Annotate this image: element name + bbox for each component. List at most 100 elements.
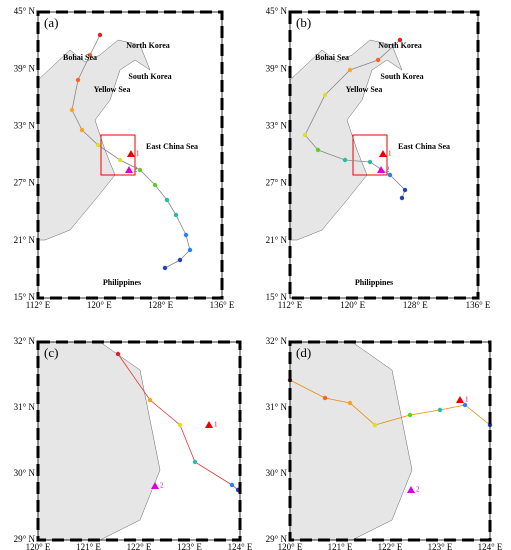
track-point [462,402,468,408]
track-point [302,132,308,138]
track-point [437,407,443,413]
x-tick-label: 128° E [148,300,173,310]
track-point [173,212,179,218]
track-point [177,422,183,428]
track-point [397,37,403,43]
x-tick-label: 123° E [177,542,202,550]
panel-label: (a) [44,15,58,30]
track-point [402,187,408,193]
track-point [97,32,103,38]
x-tick-label: 136° E [466,300,491,310]
track-point [162,265,168,271]
track-point [315,147,321,153]
map-frame-inner [37,341,241,541]
x-tick-label: 122° E [127,542,152,550]
place-label: Philippines [355,278,393,287]
y-tick-label: 33° N [14,120,36,130]
station-label: 1 [388,150,392,158]
y-tick-label: 31° N [14,402,36,412]
track-point [147,397,153,403]
map-frame-inner [289,341,491,541]
y-tick-label: 39° N [14,63,36,73]
track-point [322,395,328,401]
station-marker [377,166,385,173]
x-tick-label: 121° E [328,542,353,550]
y-tick-label: 32° N [266,336,288,346]
station-marker [127,150,135,157]
station-label: 1 [465,396,469,404]
y-tick-label: 15° N [266,292,288,302]
y-tick-label: 27° N [266,178,288,188]
track-point [387,172,393,178]
x-tick-label: 124° E [228,542,253,550]
y-tick-label: 31° N [266,402,288,412]
x-tick-label: 112° E [278,300,303,310]
track-point [229,482,235,488]
track [289,379,491,426]
x-tick-label: 123° E [428,542,453,550]
station-label: 1 [136,150,140,158]
y-tick-label: 21° N [14,235,36,245]
panel-label: (c) [44,345,58,360]
y-tick-label: 27° N [14,178,36,188]
y-tick-label: 30° N [266,468,288,478]
track-point [322,92,328,98]
place-label: South Korea [380,72,423,81]
x-tick-label: 112° E [26,300,51,310]
track-point [367,159,373,165]
y-tick-label: 45° N [266,6,288,16]
x-tick-label: 120° E [340,300,365,310]
map-frame-inner [37,11,223,299]
y-tick-label: 29° N [266,534,288,544]
x-tick-label: 136° E [210,300,235,310]
x-tick-label: 120° E [278,542,303,550]
y-tick-label: 29° N [14,534,36,544]
track-point [95,142,101,148]
track-point [137,167,143,173]
station-marker [125,166,133,173]
track-point [183,232,189,238]
station-marker [407,486,415,493]
station-label: 1 [214,421,218,429]
place-label: South Korea [128,72,171,81]
boxes [100,134,388,176]
track-point [375,57,381,63]
station-label: 2 [134,166,138,174]
track-point [75,77,81,83]
track-point [79,127,85,133]
place-label: North Korea [126,41,170,50]
place-label: North Korea [378,41,422,50]
station-marker [379,150,387,157]
track-point [399,195,405,201]
track-point [192,459,198,465]
track-point [69,107,75,113]
track-point [342,157,348,163]
place-label: Philippines [103,278,141,287]
track-point [117,157,123,163]
station-marker [151,482,159,489]
track-point [347,400,353,406]
track-point [347,67,353,73]
station-marker [205,421,213,428]
map-frame-inner [289,11,479,299]
y-tick-label: 45° N [14,6,36,16]
place-label: East China Sea [398,142,450,151]
track-point [372,422,378,428]
station-label: 2 [386,166,390,174]
station-marker [456,396,464,403]
x-tick-label: 124° E [478,542,503,550]
panel-label: (d) [296,345,311,360]
x-tick-label: 128° E [403,300,428,310]
place-label: Yellow Sea [346,85,383,94]
track-point [187,247,193,253]
station-label: 2 [160,482,164,490]
y-tick-label: 32° N [14,336,36,346]
y-tick-label: 30° N [14,468,36,478]
x-tick-label: 120° E [87,300,112,310]
place-label: Bohai Sea [63,53,97,62]
station-label: 2 [416,486,420,494]
x-tick-label: 122° E [378,542,403,550]
land [37,39,413,541]
